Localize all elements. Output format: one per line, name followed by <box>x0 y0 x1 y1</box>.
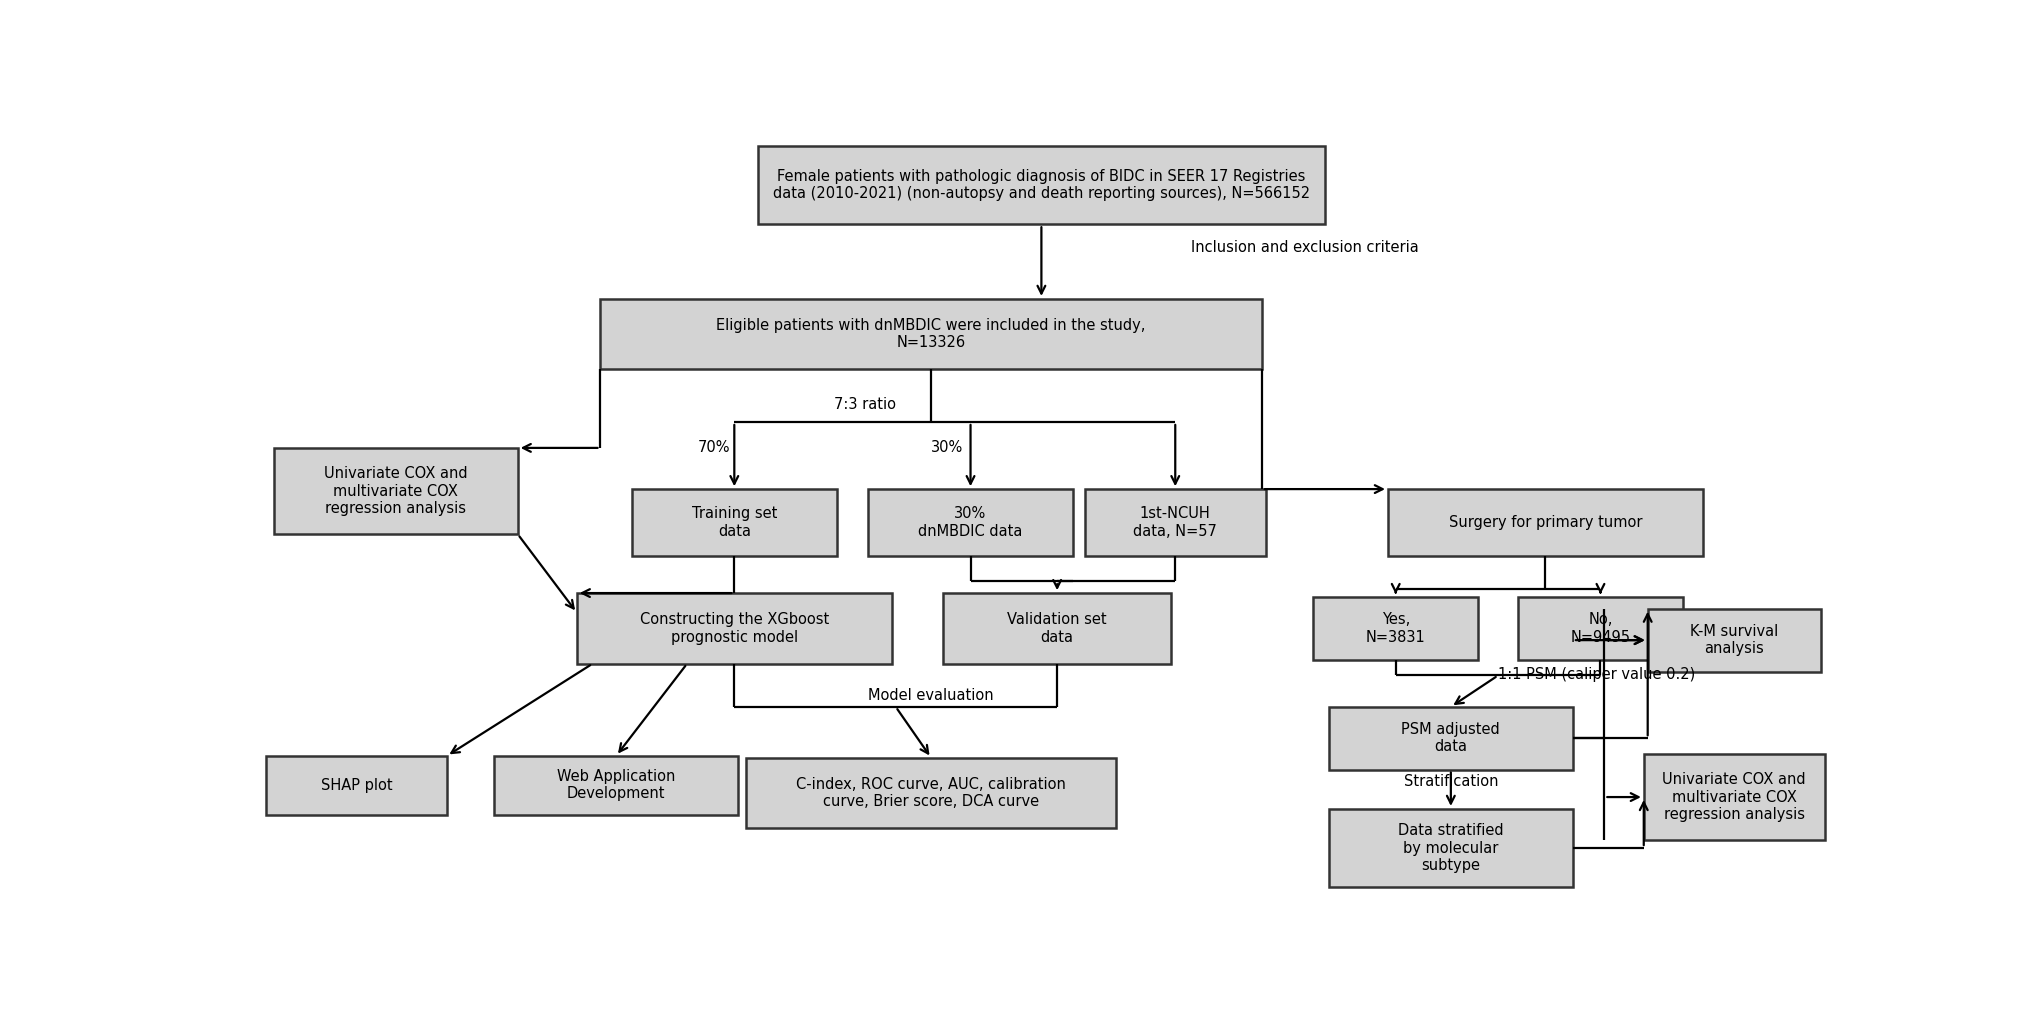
Text: No,
N=9495: No, N=9495 <box>1571 612 1630 645</box>
Text: Data stratified
by molecular
subtype: Data stratified by molecular subtype <box>1398 823 1504 873</box>
FancyBboxPatch shape <box>1313 597 1479 659</box>
FancyBboxPatch shape <box>266 756 447 815</box>
Text: Surgery for primary tumor: Surgery for primary tumor <box>1449 515 1642 530</box>
FancyBboxPatch shape <box>1388 489 1703 555</box>
Text: Yes,
N=3831: Yes, N=3831 <box>1366 612 1426 645</box>
Text: Univariate COX and
multivariate COX
regression analysis: Univariate COX and multivariate COX regr… <box>1662 772 1806 822</box>
FancyBboxPatch shape <box>746 758 1116 828</box>
Text: Female patients with pathologic diagnosis of BIDC in SEER 17 Registries
data (20: Female patients with pathologic diagnosi… <box>772 169 1311 201</box>
Text: 7:3 ratio: 7:3 ratio <box>833 397 896 413</box>
Text: 1st-NCUH
data, N=57: 1st-NCUH data, N=57 <box>1134 506 1217 539</box>
Text: Univariate COX and
multivariate COX
regression analysis: Univariate COX and multivariate COX regr… <box>323 466 467 516</box>
FancyBboxPatch shape <box>1329 809 1573 888</box>
FancyBboxPatch shape <box>601 299 1262 370</box>
FancyBboxPatch shape <box>494 756 738 815</box>
Text: Eligible patients with dnMBDIC were included in the study,
N=13326: Eligible patients with dnMBDIC were incl… <box>717 318 1146 351</box>
Text: Constructing the XGboost
prognostic model: Constructing the XGboost prognostic mode… <box>640 612 829 645</box>
Text: SHAP plot: SHAP plot <box>321 777 392 793</box>
Text: Model evaluation: Model evaluation <box>868 688 994 702</box>
Text: Web Application
Development: Web Application Development <box>557 769 675 802</box>
FancyBboxPatch shape <box>577 593 892 663</box>
FancyBboxPatch shape <box>1648 608 1821 672</box>
Text: Validation set
data: Validation set data <box>1008 612 1107 645</box>
FancyBboxPatch shape <box>1518 597 1682 659</box>
Text: 1:1 PSM (caliper value 0.2): 1:1 PSM (caliper value 0.2) <box>1498 667 1695 682</box>
FancyBboxPatch shape <box>274 448 518 534</box>
FancyBboxPatch shape <box>1085 489 1266 555</box>
FancyBboxPatch shape <box>1329 707 1573 769</box>
Text: 70%: 70% <box>697 440 729 455</box>
FancyBboxPatch shape <box>758 146 1325 224</box>
Text: 30%: 30% <box>931 440 963 455</box>
Text: Stratification: Stratification <box>1404 773 1498 789</box>
Text: C-index, ROC curve, AUC, calibration
curve, Brier score, DCA curve: C-index, ROC curve, AUC, calibration cur… <box>797 776 1067 809</box>
Text: PSM adjusted
data: PSM adjusted data <box>1402 722 1500 754</box>
Text: Training set
data: Training set data <box>691 506 776 539</box>
FancyBboxPatch shape <box>632 489 837 555</box>
FancyBboxPatch shape <box>1644 754 1825 841</box>
Text: K-M survival
analysis: K-M survival analysis <box>1691 624 1778 656</box>
FancyBboxPatch shape <box>943 593 1170 663</box>
Text: 30%
dnMBDIC data: 30% dnMBDIC data <box>918 506 1022 539</box>
Text: Inclusion and exclusion criteria: Inclusion and exclusion criteria <box>1191 240 1418 256</box>
FancyBboxPatch shape <box>868 489 1073 555</box>
